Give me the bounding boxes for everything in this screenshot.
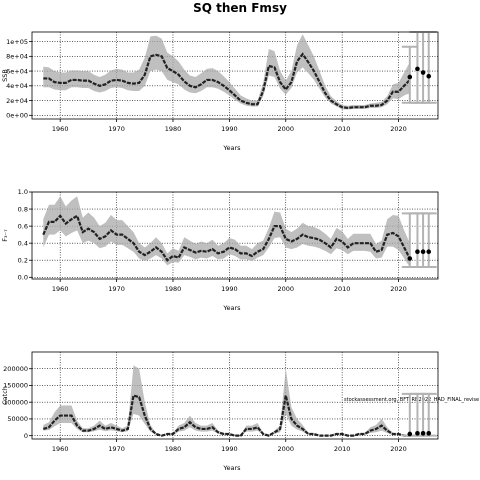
forecast-point (415, 66, 420, 72)
y-tick-label: 0 (24, 432, 28, 440)
forecast-point (415, 431, 420, 436)
estimate-line (43, 52, 411, 110)
x-tick-label: 2020 (390, 445, 407, 453)
x-tick-label: 2010 (334, 285, 351, 293)
y-tick-label: 1e+05 (6, 38, 28, 46)
chart-title: SQ then Fmsy (193, 1, 287, 15)
y-tick-label: 2e+04 (6, 97, 28, 105)
forecast-point (420, 431, 426, 436)
y-tick-label: 100000 (3, 398, 28, 406)
forecast-point (420, 70, 426, 75)
y-tick-label: 150000 (3, 382, 28, 390)
x-tick-label: 1960 (52, 125, 69, 133)
y-tick-label: 0.6 (18, 222, 28, 230)
x-tick-label: 1980 (165, 285, 182, 293)
y-tick-label: 50000 (7, 415, 28, 423)
y-tick-label: 0.8 (18, 205, 28, 213)
forecast-point (415, 249, 420, 255)
x-tick-label: 1990 (221, 445, 238, 453)
fbar-panel: 1960 1970 1980 1990 2000 2010 2020 0.0 0.2 0.4 0.6… (1, 188, 439, 312)
x-tick-label: 2010 (334, 445, 351, 453)
x-tick-label: 1970 (108, 285, 125, 293)
x-tick-label: 1970 (108, 445, 125, 453)
x-tick-label: 1960 (52, 285, 69, 293)
plot-frame (31, 351, 439, 440)
x-tick-label: 1970 (108, 125, 125, 133)
y-tick-label: 0.0 (18, 273, 28, 281)
y-tick-label: 200000 (3, 365, 28, 373)
x-tick-label: 1960 (52, 445, 69, 453)
forecast-point (420, 249, 426, 255)
x-tick-label: 2020 (390, 125, 407, 133)
forecast-point (407, 74, 413, 80)
forecast-point (426, 73, 432, 79)
x-axis-label: Years (222, 304, 241, 312)
y-tick-label: 0.2 (18, 256, 28, 264)
x-tick-label: 1980 (165, 445, 182, 453)
x-tick-label: 2000 (277, 125, 294, 133)
x-tick-label: 1980 (165, 125, 182, 133)
confidence-band (43, 365, 410, 436)
plot-frame (31, 31, 439, 120)
catch-panel: 1960 1970 1980 1990 2000 2010 2020 0 50000 100000… (1, 351, 439, 472)
confidence-band (43, 34, 410, 110)
ssb-panel: 1960 1970 1980 1990 2000 2010 2020 0e+00 2e+04 4e… (1, 31, 439, 152)
forecast-point (426, 249, 432, 255)
y-axis-label: Catch (1, 386, 9, 405)
confidence-band (43, 196, 410, 268)
plot-frame (31, 191, 439, 280)
y-tick-label: 8e+04 (6, 53, 28, 61)
x-tick-label: 1990 (221, 285, 238, 293)
x-tick-label: 2000 (277, 285, 294, 293)
x-tick-label: 2000 (277, 445, 294, 453)
forecast-point (407, 256, 413, 261)
y-tick-label: 1.0 (18, 188, 28, 196)
y-axis-label: F₃₋₇ (1, 229, 9, 242)
forecast-point (407, 431, 413, 437)
estimate-line (42, 394, 410, 437)
x-axis-label: Years (222, 464, 241, 472)
x-tick-label: 1990 (221, 125, 238, 133)
y-axis-label: SSB (1, 69, 9, 82)
x-tick-label: 2010 (334, 125, 351, 133)
estimate-line (42, 214, 411, 262)
y-tick-label: 0e+00 (6, 112, 28, 120)
x-axis-label: Years (222, 144, 241, 152)
y-tick-label: 6e+04 (6, 67, 28, 75)
y-tick-label: 4e+04 (6, 82, 28, 90)
y-tick-label: 0.4 (18, 239, 28, 247)
watermark-text: stockassessment.org, BFT_RB2022_HAD_FINA… (344, 397, 479, 403)
forecast-point (426, 431, 432, 436)
x-tick-label: 2020 (390, 285, 407, 293)
